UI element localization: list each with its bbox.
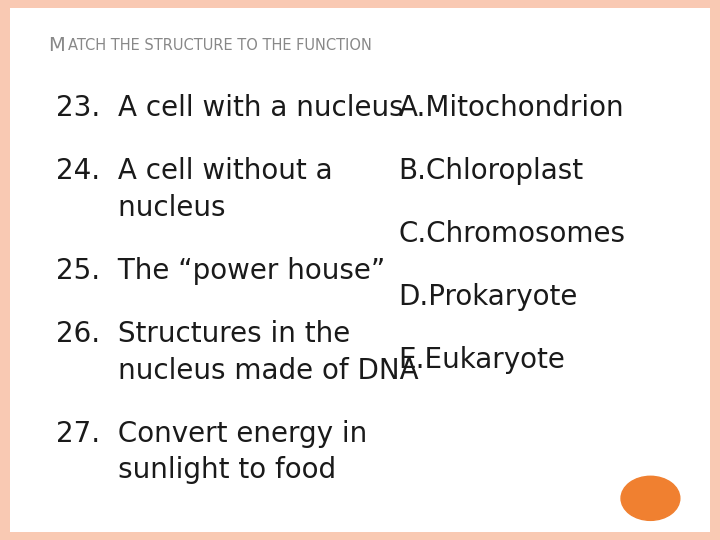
Text: nucleus: nucleus bbox=[55, 194, 225, 222]
FancyBboxPatch shape bbox=[10, 8, 710, 532]
Text: A.Mitochondrion: A.Mitochondrion bbox=[398, 94, 624, 122]
Text: ATCH THE STRUCTURE TO THE FUNCTION: ATCH THE STRUCTURE TO THE FUNCTION bbox=[68, 38, 372, 53]
Text: D.Prokaryote: D.Prokaryote bbox=[398, 283, 578, 311]
Text: E.Eukaryote: E.Eukaryote bbox=[398, 346, 565, 374]
Circle shape bbox=[621, 476, 680, 521]
Text: M: M bbox=[48, 36, 66, 56]
Text: B.Chloroplast: B.Chloroplast bbox=[398, 157, 584, 185]
Text: 23.  A cell with a nucleus: 23. A cell with a nucleus bbox=[55, 94, 403, 122]
Text: 26.  Structures in the: 26. Structures in the bbox=[55, 320, 350, 348]
Text: 27.  Convert energy in: 27. Convert energy in bbox=[55, 420, 366, 448]
Text: C.Chromosomes: C.Chromosomes bbox=[398, 220, 626, 248]
Text: sunlight to food: sunlight to food bbox=[55, 456, 336, 484]
Text: nucleus made of DNA: nucleus made of DNA bbox=[55, 356, 418, 384]
Text: 25.  The “power house”: 25. The “power house” bbox=[55, 257, 384, 285]
Text: 24.  A cell without a: 24. A cell without a bbox=[55, 157, 332, 185]
